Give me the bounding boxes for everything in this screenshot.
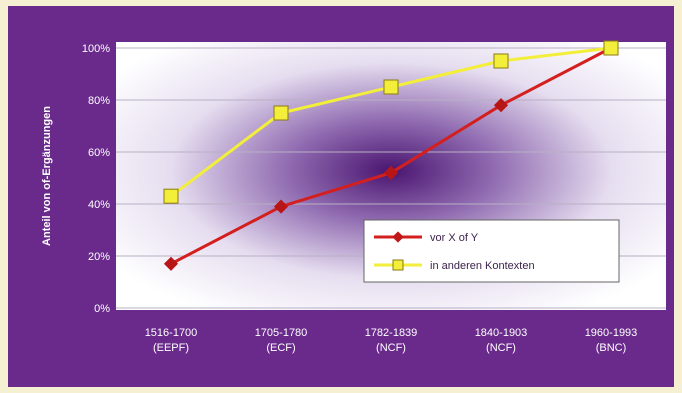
x-tick-label: 1960-1993 (BNC): [585, 327, 638, 354]
data-point: [273, 199, 289, 214]
y-axis-label: Anteil von of-Ergänzungen: [41, 106, 53, 246]
x-tick-label: 1705-1780 (ECF): [255, 327, 308, 354]
data-point: [493, 53, 509, 69]
y-tick-label: 20%: [88, 251, 110, 263]
x-tick-label: 1516-1700 (EEPF): [145, 327, 198, 354]
data-point: [273, 105, 289, 121]
legend-label-andere: in anderen Kontexten: [430, 260, 535, 272]
y-axis-ticks: 0% 20% 40% 60% 80% 100%: [82, 43, 110, 315]
legend: vor X of Y in anderen Kontexten: [363, 219, 620, 283]
y-tick-label: 40%: [88, 199, 110, 211]
legend-marker-vor: [392, 231, 404, 243]
x-axis-ticks: 1516-1700 (EEPF) 1705-1780 (ECF) 1782-1839 (N…: [145, 327, 638, 354]
data-point: [493, 98, 509, 113]
y-tick-label: 0%: [94, 303, 110, 315]
data-point: [383, 165, 399, 180]
x-tick-label: 1840-1903 (NCF): [475, 327, 528, 354]
legend-label-vor: vor X of Y: [430, 232, 479, 244]
line-chart: 0% 20% 40% 60% 80% 100% 1516-1700 (EEPF) 1705-1…: [41, 40, 666, 354]
data-point: [383, 79, 399, 95]
data-point: [163, 188, 179, 204]
x-tick-label: 1782-1839 (NCF): [365, 327, 418, 354]
legend-marker-andere: [392, 259, 404, 271]
data-point: [603, 40, 619, 56]
y-tick-label: 80%: [88, 95, 110, 107]
y-tick-label: 60%: [88, 147, 110, 159]
legend-box: [363, 219, 620, 283]
y-tick-label: 100%: [82, 43, 110, 55]
chart-frame: 0% 20% 40% 60% 80% 100% 1516-1700 (EEPF) 1705-1…: [8, 6, 674, 387]
